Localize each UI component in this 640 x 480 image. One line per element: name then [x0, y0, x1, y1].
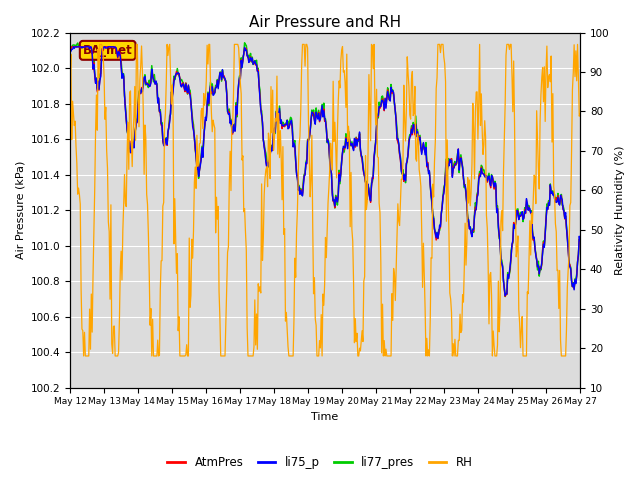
Text: BA_met: BA_met: [83, 44, 132, 57]
Title: Air Pressure and RH: Air Pressure and RH: [249, 15, 401, 30]
Y-axis label: Air Pressure (kPa): Air Pressure (kPa): [15, 161, 25, 259]
Legend: AtmPres, li75_p, li77_pres, RH: AtmPres, li75_p, li77_pres, RH: [163, 452, 477, 474]
X-axis label: Time: Time: [312, 412, 339, 422]
Y-axis label: Relativity Humidity (%): Relativity Humidity (%): [615, 145, 625, 275]
